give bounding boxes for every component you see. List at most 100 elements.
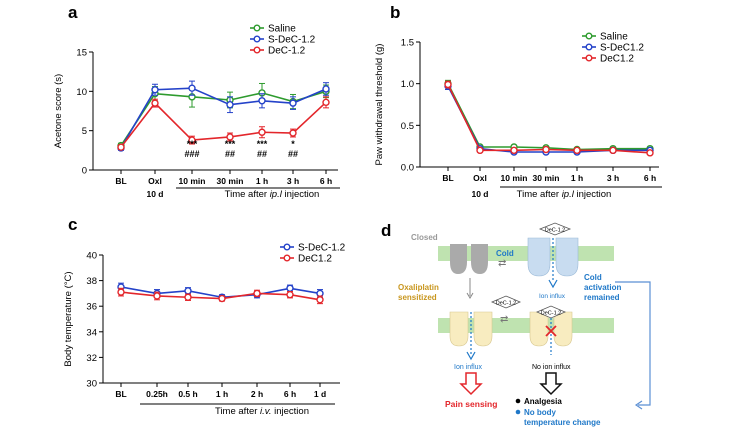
legend-label: DeC1.2 xyxy=(600,54,634,65)
x-tick-label: 30 min xyxy=(533,173,560,183)
pain-sensing-label: Pain sensing xyxy=(445,399,497,409)
y-axis-label: Acetone score (s) xyxy=(53,74,64,148)
svg-text:DeC-1.2: DeC-1.2 xyxy=(541,311,561,317)
y-tick-label: 0.0 xyxy=(401,163,414,174)
cold-activation-line3: remained xyxy=(584,293,620,302)
y-axis-label: Paw withdrawal threshold (g) xyxy=(374,44,385,166)
chart-panel-c: 30 32 34 36 38 40 Body temperature (°C) BL 0.25h… xyxy=(63,243,346,418)
legend-marker xyxy=(253,35,261,43)
data-point xyxy=(151,99,159,107)
x-tick-label: BL xyxy=(115,176,126,186)
x-axis-label: Time after ip.l injection xyxy=(225,189,320,200)
legend-label: S-DeC1.2 xyxy=(600,43,644,54)
y-tick-label: 5 xyxy=(82,126,87,137)
data-point xyxy=(151,86,159,94)
significance-marker: * xyxy=(291,139,295,149)
significance-marker: ### xyxy=(184,149,199,159)
x-tick-label: 3 h xyxy=(287,176,299,186)
x-tick-label: 6 h xyxy=(284,389,296,399)
x-tick-label: 10 min xyxy=(179,176,206,186)
x-tick-label: BL xyxy=(442,173,453,183)
legend-label: S-DeC-1.2 xyxy=(268,35,316,46)
analgesia-label: Analgesia xyxy=(524,397,562,406)
data-point xyxy=(609,146,617,155)
data-point xyxy=(573,146,581,155)
data-point xyxy=(322,98,330,107)
data-point xyxy=(322,85,330,93)
legend-label: S-DeC-1.2 xyxy=(298,243,346,254)
significance-marker: ## xyxy=(257,149,267,159)
significance-marker: *** xyxy=(225,139,236,149)
mechanism-diagram: Closed Cold ⇄ DeC-1.2 Ion influx Cold ac… xyxy=(398,222,651,427)
data-point xyxy=(117,288,125,296)
data-point xyxy=(258,128,266,136)
blocked-channel-icon: DeC-1.2 xyxy=(529,305,573,355)
dec-tag-middle: DeC-1.2 xyxy=(490,295,522,309)
x-sublabel: 10 d xyxy=(146,189,163,199)
panel-label-b: b xyxy=(390,3,400,22)
cold-label: Cold xyxy=(496,249,514,258)
x-tick-label: 6 h xyxy=(644,173,656,183)
closed-label: Closed xyxy=(411,233,438,242)
closed-channel-icon xyxy=(450,244,488,274)
data-point xyxy=(188,136,196,144)
chart-panel-a: 0 5 10 15 Acetone score (s) BL Oxl 10 min 30 min… xyxy=(53,24,340,200)
y-tick-label: 32 xyxy=(86,353,97,364)
y-tick-label: 40 xyxy=(86,251,97,262)
legend-marker xyxy=(585,43,593,51)
y-tick-label: 1.5 xyxy=(401,38,414,49)
no-body-temp-line1: No body xyxy=(524,408,557,417)
data-point xyxy=(646,149,654,157)
x-sublabel: 10 d xyxy=(471,189,488,199)
y-tick-label: 34 xyxy=(86,327,97,338)
sensitized-channel-icon xyxy=(449,311,493,361)
legend-marker xyxy=(585,32,593,40)
x-tick-label: 1 h xyxy=(216,389,228,399)
bullet-icon xyxy=(515,398,521,404)
data-point xyxy=(258,97,266,105)
significance-marker: *** xyxy=(187,139,198,149)
chart-panel-b: 0.0 0.5 1.0 1.5 Paw withdrawal threshold (g)… xyxy=(374,32,662,200)
svg-text:DeC-1.2: DeC-1.2 xyxy=(496,301,516,307)
pain-arrow-icon xyxy=(459,372,483,396)
data-point xyxy=(218,294,226,303)
data-point xyxy=(444,80,452,89)
data-point xyxy=(289,129,297,137)
x-axis-label: Time after ip.l injection xyxy=(517,189,612,200)
dec-tag-top: DeC-1.2 xyxy=(538,222,572,236)
svg-text:DeC-1.2: DeC-1.2 xyxy=(545,228,565,234)
no-ion-influx-label: No ion influx xyxy=(532,364,571,371)
data-point xyxy=(289,99,297,107)
y-tick-label: 0 xyxy=(82,166,87,177)
cold-activation-arrow-icon xyxy=(615,281,651,406)
ion-influx-top-label: Ion influx xyxy=(539,293,566,300)
data-point xyxy=(286,284,294,292)
significance-marker: ## xyxy=(288,149,298,159)
x-tick-label: Oxl xyxy=(148,176,162,186)
data-point xyxy=(253,289,261,298)
legend-label: Saline xyxy=(268,24,296,35)
y-axis-label: Body temperature (°C) xyxy=(63,271,74,366)
legend-marker xyxy=(253,46,261,54)
x-tick-label: 1 h xyxy=(571,173,583,183)
y-tick-label: 30 xyxy=(86,379,97,390)
panel-label-a: a xyxy=(68,3,78,22)
panel-label-c: c xyxy=(68,215,77,234)
legend-label: DeC-1.2 xyxy=(268,46,306,57)
y-tick-label: 15 xyxy=(76,48,87,59)
equilibrium-arrow-icon-2: ⇄ xyxy=(500,314,508,325)
legend-label: Saline xyxy=(600,32,628,43)
no-body-temp-line2: temperature change xyxy=(524,418,601,427)
x-tick-label: 0.25h xyxy=(146,389,168,399)
ion-influx-left-label: Ion influx xyxy=(454,364,483,371)
x-tick-label: 1 h xyxy=(256,176,268,186)
x-tick-label: 0.5 h xyxy=(178,389,197,399)
y-tick-label: 38 xyxy=(86,276,97,287)
y-tick-label: 36 xyxy=(86,302,97,313)
data-point xyxy=(542,145,550,154)
y-tick-label: 1.0 xyxy=(401,79,414,90)
open-channel-icon xyxy=(527,237,579,289)
x-tick-label: 2 h xyxy=(251,389,263,399)
legend-label: DeC1.2 xyxy=(298,254,332,265)
